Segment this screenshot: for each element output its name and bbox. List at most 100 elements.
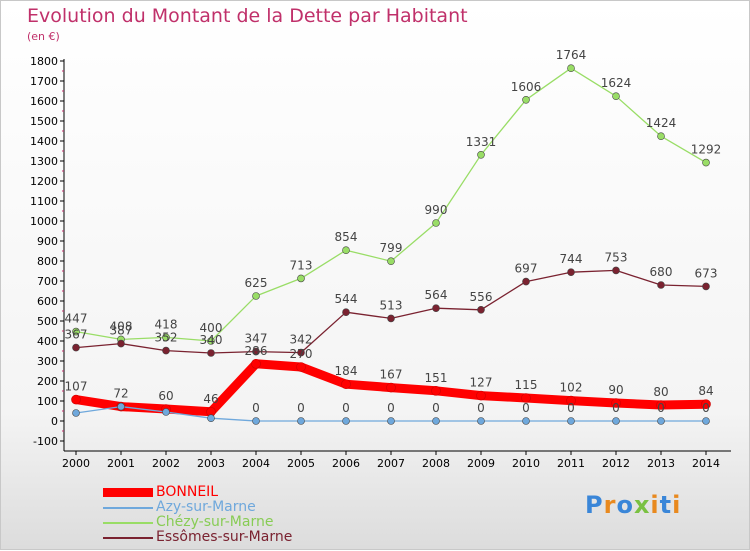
y-tick-label: 100 — [37, 395, 58, 408]
data-point — [657, 417, 665, 425]
y-tick-label: 300 — [37, 355, 58, 368]
data-point — [701, 399, 711, 410]
legend-label: Azy-sur-Marne — [156, 499, 256, 515]
data-point — [477, 417, 485, 425]
data-point — [522, 417, 530, 425]
y-tick-label: -100 — [33, 435, 58, 448]
legend-item: Chézy-sur-Marne — [103, 514, 363, 530]
logo-letter: P — [585, 491, 604, 519]
legend-swatch — [103, 507, 153, 509]
y-tick-label: 0 — [51, 415, 58, 428]
y-tick-label: 900 — [37, 235, 58, 248]
data-label: 0 — [612, 401, 620, 415]
data-point — [612, 92, 620, 100]
data-point — [207, 337, 215, 345]
data-label: 1424 — [646, 116, 677, 130]
data-point — [342, 417, 350, 425]
data-label: 799 — [380, 241, 403, 255]
data-label: 80 — [653, 385, 668, 399]
data-label: 0 — [567, 401, 575, 415]
data-point — [297, 417, 305, 425]
y-tick-label: 1300 — [30, 155, 58, 168]
data-point — [117, 339, 125, 348]
x-tick-label: 2000 — [62, 457, 90, 470]
data-label: 184 — [335, 364, 358, 378]
data-label: 990 — [425, 203, 448, 217]
x-tick-label: 2003 — [197, 457, 225, 470]
x-tick-label: 2011 — [557, 457, 585, 470]
data-point — [342, 308, 350, 317]
data-label: 60 — [158, 389, 173, 403]
data-label: 102 — [560, 381, 583, 395]
data-label: 352 — [155, 331, 178, 345]
y-tick-label: 1000 — [30, 215, 58, 228]
data-point — [207, 414, 215, 423]
data-point — [567, 64, 575, 72]
data-point — [702, 282, 710, 291]
data-point — [702, 158, 710, 167]
legend-item: Azy-sur-Marne — [103, 499, 363, 515]
y-tick-label: 700 — [37, 275, 58, 288]
data-label: 0 — [252, 401, 260, 415]
x-tick-label: 2012 — [602, 457, 630, 470]
data-label: 447 — [65, 312, 88, 326]
data-point — [612, 266, 620, 275]
data-point — [252, 347, 260, 356]
x-tick-label: 2013 — [647, 457, 675, 470]
x-tick-label: 2001 — [107, 457, 135, 470]
data-point — [386, 382, 396, 393]
x-tick-label: 2006 — [332, 457, 360, 470]
legend-label: Chézy-sur-Marne — [156, 514, 274, 530]
y-tick-label: 1700 — [30, 75, 58, 88]
data-point — [477, 305, 485, 314]
data-point — [387, 417, 395, 425]
chart-unit: (en €) — [27, 30, 60, 43]
legend-item: Essômes-sur-Marne — [103, 529, 363, 545]
data-label: 544 — [335, 292, 358, 306]
x-tick-label: 2002 — [152, 457, 180, 470]
data-point — [297, 348, 305, 357]
x-tick-label: 2005 — [287, 457, 315, 470]
data-label: 0 — [522, 401, 530, 415]
y-tick-label: 1500 — [30, 115, 58, 128]
x-tick-label: 2004 — [242, 457, 270, 470]
data-label: 0 — [342, 401, 350, 415]
data-label: 1624 — [601, 76, 632, 90]
logo-letter: i — [650, 491, 660, 519]
data-point — [387, 314, 395, 323]
data-point — [117, 402, 125, 411]
y-tick-label: 1100 — [30, 195, 58, 208]
data-label: 1292 — [691, 143, 722, 157]
logo-letter: r — [603, 491, 617, 519]
data-label: 84 — [698, 384, 713, 398]
data-point — [72, 327, 80, 336]
x-tick-label: 2014 — [692, 457, 720, 470]
data-point — [432, 304, 440, 313]
data-label: 107 — [65, 380, 88, 394]
data-label: 564 — [425, 288, 448, 302]
data-label: 46 — [203, 392, 218, 406]
data-point — [72, 343, 80, 352]
data-label: 342 — [290, 333, 313, 347]
data-label: 0 — [702, 401, 710, 415]
data-label: 270 — [290, 347, 313, 361]
data-label: 400 — [200, 321, 223, 335]
data-label: 713 — [290, 258, 313, 272]
data-point — [521, 393, 531, 403]
data-point — [432, 219, 440, 227]
y-tick-label: 1800 — [30, 55, 58, 68]
data-label: 680 — [650, 265, 673, 279]
legend-swatch — [103, 488, 153, 497]
data-point — [657, 281, 665, 289]
y-tick-label: 800 — [37, 255, 58, 268]
data-label: 286 — [245, 344, 268, 358]
data-label: 556 — [470, 290, 493, 304]
data-point — [162, 408, 170, 416]
x-tick-label: 2010 — [512, 457, 540, 470]
data-label: 0 — [297, 401, 305, 415]
data-label: 1331 — [466, 135, 497, 149]
data-point — [477, 151, 485, 159]
data-label: 513 — [380, 298, 403, 312]
data-point — [431, 385, 441, 396]
